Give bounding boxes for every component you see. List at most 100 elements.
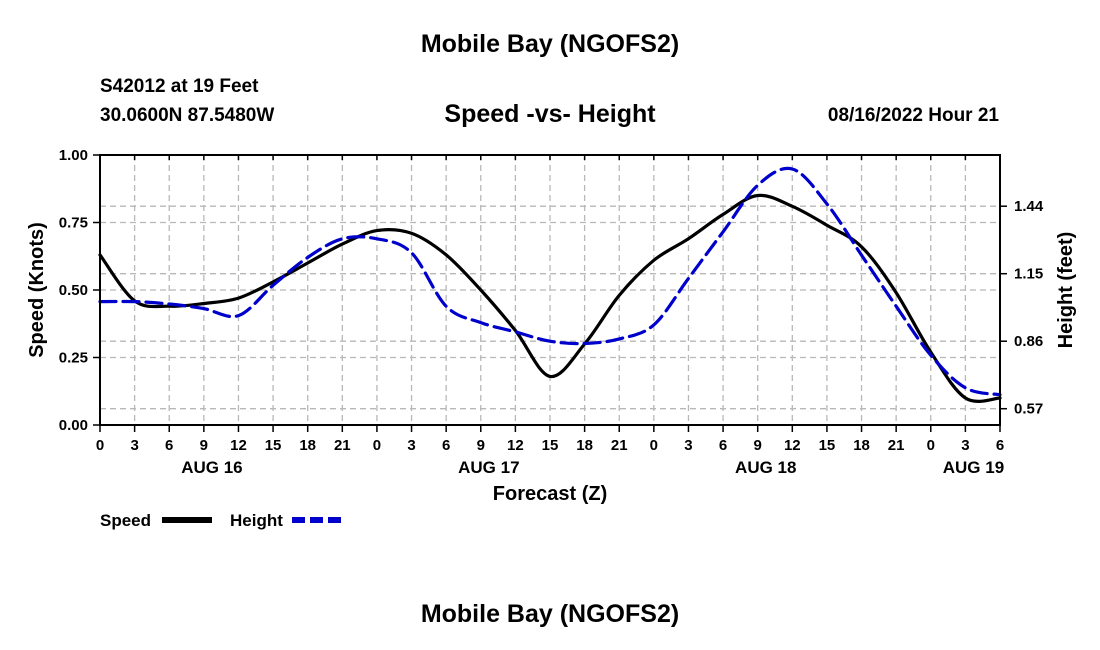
x-tick-label: 15 <box>265 437 282 454</box>
data-point-height <box>410 251 413 254</box>
data-point-speed <box>410 232 413 235</box>
data-point-speed <box>341 243 344 246</box>
x-tick-label: 6 <box>719 437 727 454</box>
data-point-height <box>445 305 448 308</box>
data-point-height <box>202 307 205 310</box>
x-tick-label: 6 <box>996 437 1004 454</box>
data-point-speed <box>964 396 967 399</box>
date-label: AUG 18 <box>735 458 796 477</box>
x-tick-label: 3 <box>130 437 138 454</box>
data-point-height <box>548 340 551 343</box>
x-tick-label: 0 <box>373 437 381 454</box>
x-tick-label: 21 <box>888 437 905 454</box>
x-tick-label: 3 <box>407 437 415 454</box>
x-tick-label: 21 <box>334 437 351 454</box>
station-coordinates: 30.0600N 87.5480W <box>100 105 275 126</box>
date-label: AUG 17 <box>458 458 519 477</box>
data-point-height <box>479 321 482 324</box>
data-point-height <box>825 202 828 205</box>
x-tick-label: 3 <box>684 437 692 454</box>
repeated-title: Mobile Bay (NGOFS2) <box>420 600 680 628</box>
data-point-speed <box>237 297 240 300</box>
x-tick-label: 18 <box>576 437 593 454</box>
grid-layer <box>100 155 1000 425</box>
main-title: Mobile Bay (NGOFS2) <box>420 30 680 58</box>
y2-axis-label: Height (feet) <box>1055 232 1077 349</box>
data-point-speed <box>722 213 725 216</box>
date-label: AUG 16 <box>181 458 242 477</box>
x-tick-label: 9 <box>754 437 762 454</box>
data-point-height <box>687 277 690 280</box>
data-point-height <box>652 323 655 326</box>
data-point-speed <box>479 288 482 291</box>
y-tick-label: 1.00 <box>59 147 88 164</box>
y2-tick-label: 0.57 <box>1014 401 1043 418</box>
x-tick-label: 6 <box>442 437 450 454</box>
data-point-height <box>618 337 621 340</box>
data-point-speed <box>306 261 309 264</box>
station-id: S42012 at 19 Feet <box>100 76 259 97</box>
y2-tick-label: 0.86 <box>1014 333 1043 350</box>
y-tick-label: 0.00 <box>59 417 88 434</box>
x-tick-label: 15 <box>819 437 836 454</box>
data-point-height <box>375 237 378 240</box>
data-point-speed <box>652 259 655 262</box>
date-label: AUG 19 <box>943 458 1004 477</box>
x-tick-label: 12 <box>230 437 247 454</box>
legend: Speed Height <box>100 511 342 530</box>
series-layer <box>98 166 1002 403</box>
y2-tick-label: 1.15 <box>1014 266 1043 283</box>
axis-layer: 0 3 6 9 12 15 18 21 0 3 6 9 12 15 18 21 0 3 6 9 12 15 18 21 0 3 6 0… <box>59 147 1044 477</box>
x-tick-label: 21 <box>611 437 628 454</box>
y2-tick-label: 1.44 <box>1014 198 1044 215</box>
y-axis-label: Speed (Knots) <box>26 222 48 358</box>
x-tick-label: 0 <box>927 437 935 454</box>
data-point-height <box>722 230 725 233</box>
x-tick-label: 9 <box>200 437 208 454</box>
data-point-height <box>860 254 863 257</box>
x-axis-label: Forecast (Z) <box>493 483 607 505</box>
forecast-timestamp: 08/16/2022 Hour 21 <box>827 105 999 126</box>
legend-speed-label: Speed <box>100 511 151 530</box>
data-point-height <box>341 237 344 240</box>
data-point-height <box>306 256 309 259</box>
data-point-speed <box>895 291 898 294</box>
data-point-speed <box>375 229 378 232</box>
data-point-height <box>583 342 586 345</box>
x-tick-label: 15 <box>542 437 559 454</box>
data-point-speed <box>618 294 621 297</box>
chart-title: Speed -vs- Height <box>444 100 656 128</box>
data-point-height <box>168 302 171 305</box>
y-tick-label: 0.50 <box>59 282 88 299</box>
data-point-height <box>756 184 759 187</box>
data-point-height <box>272 284 275 287</box>
data-point-speed <box>548 375 551 378</box>
data-point-speed <box>756 194 759 197</box>
x-tick-label: 9 <box>477 437 485 454</box>
x-tick-label: 18 <box>853 437 870 454</box>
data-point-height <box>929 354 932 357</box>
x-tick-label: 12 <box>784 437 801 454</box>
data-point-height <box>895 305 898 308</box>
data-point-speed <box>687 237 690 240</box>
x-tick-label: 18 <box>299 437 316 454</box>
data-point-speed <box>202 302 205 305</box>
data-point-speed <box>445 253 448 256</box>
series-line-speed <box>98 193 1002 403</box>
x-tick-label: 0 <box>96 437 104 454</box>
data-point-speed <box>860 245 863 248</box>
data-point-height <box>133 300 136 303</box>
legend-height-label: Height <box>230 511 283 530</box>
data-point-height <box>514 330 517 333</box>
data-point-height <box>964 386 967 389</box>
x-tick-label: 6 <box>165 437 173 454</box>
y-tick-label: 0.25 <box>59 350 88 367</box>
y-tick-label: 0.75 <box>59 215 88 232</box>
data-point-speed <box>791 205 794 208</box>
data-point-speed <box>825 224 828 227</box>
data-point-height <box>791 167 794 170</box>
data-point-height <box>237 314 240 317</box>
series-line-height <box>98 166 1002 397</box>
x-tick-label: 0 <box>650 437 658 454</box>
